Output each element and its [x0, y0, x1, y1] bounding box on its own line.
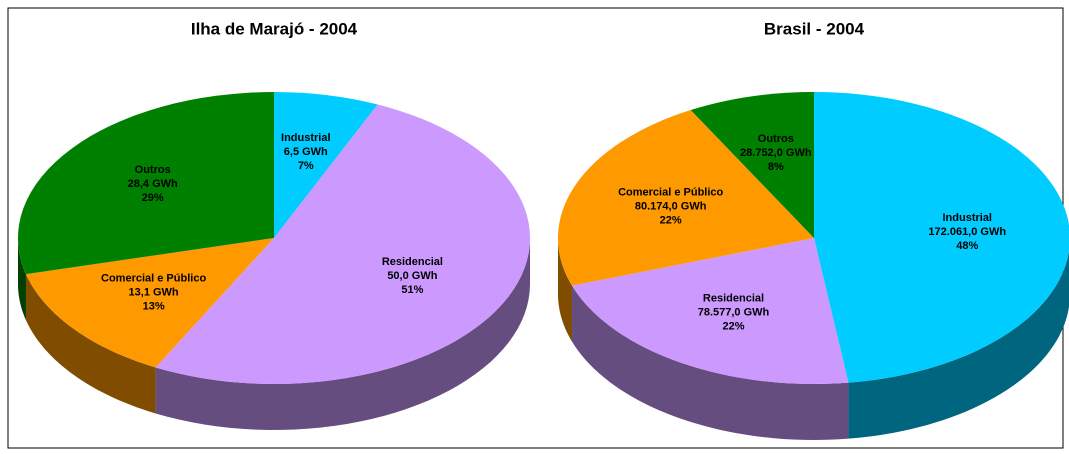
slice	[25, 238, 275, 368]
slice-side	[848, 250, 1069, 439]
percent-label: 22%	[722, 321, 744, 333]
value-label: 28,4 GWh	[128, 178, 178, 190]
slice-side	[572, 285, 849, 440]
chart-title: Brasil - 2004	[764, 19, 865, 38]
percent-label: 7%	[298, 160, 314, 172]
value-label: 13,1 GWh	[129, 286, 179, 298]
value-label: 6,5 GWh	[284, 146, 328, 158]
slice	[18, 92, 274, 275]
value-label: 50,0 GWh	[387, 270, 437, 282]
slice-label: Comercial e Público	[101, 272, 206, 284]
slice	[572, 238, 849, 384]
slice-label: Residencial	[382, 256, 443, 268]
slice-label: Industrial	[281, 132, 331, 144]
percent-label: 29%	[142, 192, 164, 204]
value-label: 80.174,0 GWh	[635, 200, 707, 212]
slice-label: Industrial	[942, 212, 992, 224]
percent-label: 51%	[401, 284, 423, 296]
percent-label: 48%	[956, 240, 978, 252]
value-label: 78.577,0 GWh	[698, 307, 770, 319]
chart-title: Ilha de Marajó - 2004	[191, 19, 358, 38]
percent-label: 8%	[768, 161, 784, 173]
slice	[274, 92, 378, 238]
value-label: 172.061,0 GWh	[928, 226, 1006, 238]
slice	[155, 104, 530, 384]
value-label: 28.752,0 GWh	[740, 147, 812, 159]
slice-side	[25, 274, 156, 414]
slice-label: Comercial e Público	[618, 186, 723, 198]
slice-label: Residencial	[703, 293, 764, 305]
slice	[690, 92, 814, 238]
percent-label: 22%	[660, 214, 682, 226]
slice	[814, 92, 1069, 383]
slice-label: Outros	[135, 164, 171, 176]
slice	[558, 110, 814, 286]
slice-side	[18, 238, 26, 321]
slice-side	[155, 238, 530, 430]
percent-label: 13%	[143, 300, 165, 312]
slice-side	[558, 238, 573, 342]
slice-label: Outros	[758, 133, 794, 145]
